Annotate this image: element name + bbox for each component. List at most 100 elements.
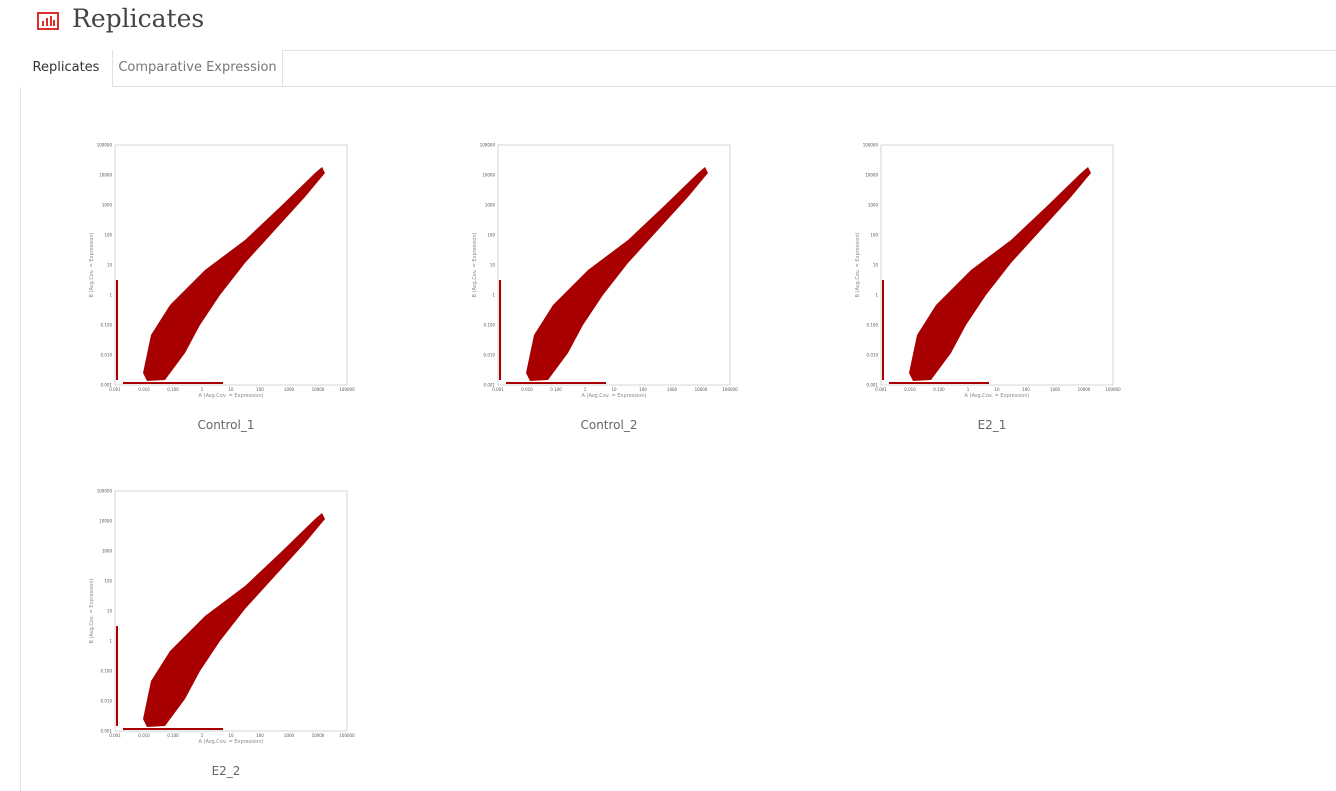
y-tick-label: 10000 xyxy=(99,519,112,524)
scatter-plot: 100000 10000 1000 100 10 1 0.100 0.010 0.0010.00… xyxy=(855,143,1121,433)
page-title: Replicates xyxy=(72,4,205,33)
y-tick-label: 10000 xyxy=(482,173,495,178)
x-tick-label: 0.100 xyxy=(167,387,179,392)
divider xyxy=(20,86,1336,87)
x-tick-label: 10 xyxy=(228,733,234,738)
y-tick-label: 1 xyxy=(109,293,112,298)
x-tick-label: 1000 xyxy=(1050,387,1061,392)
y-tick-label: 1 xyxy=(492,293,495,298)
y-tick-label: 100000 xyxy=(863,143,879,148)
x-tick-label: 10 xyxy=(611,387,617,392)
x-tick-label: 100 xyxy=(256,733,264,738)
x-tick-label: 100000 xyxy=(1105,387,1121,392)
divider xyxy=(20,50,1336,51)
y-tick-label: 10 xyxy=(107,609,113,614)
y-tick-label: 0.001 xyxy=(484,383,496,388)
y-tick-label: 1000 xyxy=(102,549,113,554)
x-tick-label: 100 xyxy=(639,387,647,392)
x-tick-label: 10000 xyxy=(312,387,325,392)
y-axis-label: B (Avg.Cov. = Expression) xyxy=(89,232,95,297)
scatter-cloud xyxy=(526,167,708,381)
tab[interactable]: Comparative Expression xyxy=(113,50,283,86)
scatter-strip xyxy=(499,280,501,380)
x-tick-label: 100000 xyxy=(722,387,738,392)
x-tick-label: 100000 xyxy=(339,387,355,392)
plot-caption: E2_2 xyxy=(212,764,241,778)
x-axis-label: A (Avg.Cov. = Expression) xyxy=(965,393,1030,399)
y-tick-label: 1000 xyxy=(868,203,879,208)
y-tick-label: 1000 xyxy=(102,203,113,208)
y-tick-label: 0.010 xyxy=(101,699,113,704)
y-axis-label: B (Avg.Cov. = Expression) xyxy=(472,232,478,297)
x-axis-label: A (Avg.Cov. = Expression) xyxy=(199,739,264,745)
x-tick-label: 0.001 xyxy=(492,387,504,392)
x-tick-label: 0.010 xyxy=(904,387,916,392)
y-tick-label: 0.100 xyxy=(484,323,496,328)
scatter-plot: 100000 10000 1000 100 10 1 0.100 0.010 0.0010.00… xyxy=(89,489,355,779)
x-tick-label: 0.100 xyxy=(933,387,945,392)
x-tick-label: 1 xyxy=(584,387,587,392)
x-tick-label: 100 xyxy=(256,387,264,392)
y-tick-label: 0.100 xyxy=(101,323,113,328)
x-tick-label: 0.100 xyxy=(167,733,179,738)
x-tick-label: 10000 xyxy=(1078,387,1091,392)
scatter-strip xyxy=(889,382,989,384)
x-tick-label: 1 xyxy=(967,387,970,392)
x-tick-label: 0.001 xyxy=(109,733,121,738)
x-tick-label: 1000 xyxy=(667,387,678,392)
x-tick-label: 1 xyxy=(201,733,204,738)
y-tick-label: 10 xyxy=(873,263,879,268)
x-tick-label: 0.010 xyxy=(138,387,150,392)
x-tick-label: 100 xyxy=(1022,387,1030,392)
plot-caption: Control_1 xyxy=(197,418,254,432)
scatter-strip xyxy=(506,382,606,384)
y-axis-label: B (Avg.Cov. = Expression) xyxy=(89,578,95,643)
scatter-strip xyxy=(116,280,118,380)
y-tick-label: 100 xyxy=(870,233,878,238)
y-tick-label: 1 xyxy=(875,293,878,298)
y-tick-label: 100 xyxy=(104,579,112,584)
scatter-cloud xyxy=(143,513,325,727)
y-tick-label: 10000 xyxy=(99,173,112,178)
x-tick-label: 1000 xyxy=(284,733,295,738)
scatter-cloud xyxy=(143,167,325,381)
y-tick-label: 10000 xyxy=(865,173,878,178)
x-tick-label: 1000 xyxy=(284,387,295,392)
scatter-plot: 100000 10000 1000 100 10 1 0.100 0.010 0.0010.00… xyxy=(89,143,355,433)
x-tick-label: 0.010 xyxy=(521,387,533,392)
plot-caption: E2_1 xyxy=(978,418,1007,432)
y-tick-label: 100000 xyxy=(480,143,496,148)
tab[interactable]: Replicates xyxy=(20,50,113,87)
x-axis-label: A (Avg.Cov. = Expression) xyxy=(582,393,647,399)
y-tick-label: 100 xyxy=(104,233,112,238)
y-tick-label: 10 xyxy=(490,263,496,268)
y-tick-label: 0.010 xyxy=(867,353,879,358)
y-tick-label: 0.001 xyxy=(101,383,113,388)
y-tick-label: 0.001 xyxy=(101,729,113,734)
y-tick-label: 100000 xyxy=(97,489,113,494)
y-tick-label: 0.010 xyxy=(484,353,496,358)
x-tick-label: 10 xyxy=(994,387,1000,392)
x-tick-label: 0.001 xyxy=(875,387,887,392)
y-tick-label: 0.100 xyxy=(101,669,113,674)
y-tick-label: 0.001 xyxy=(867,383,879,388)
x-axis-label: A (Avg.Cov. = Expression) xyxy=(199,393,264,399)
y-tick-label: 100 xyxy=(487,233,495,238)
scatter-strip xyxy=(116,626,118,726)
x-tick-label: 100000 xyxy=(339,733,355,738)
x-tick-label: 0.010 xyxy=(138,733,150,738)
y-tick-label: 100000 xyxy=(97,143,113,148)
scatter-plot: 100000 10000 1000 100 10 1 0.100 0.010 0.0010.00… xyxy=(472,143,738,433)
y-axis-label: B (Avg.Cov. = Expression) xyxy=(855,232,861,297)
y-tick-label: 0.010 xyxy=(101,353,113,358)
x-tick-label: 1 xyxy=(201,387,204,392)
y-tick-label: 1 xyxy=(109,639,112,644)
chart-icon xyxy=(37,12,59,30)
x-tick-label: 0.001 xyxy=(109,387,121,392)
scatter-strip xyxy=(123,382,223,384)
scatter-strip xyxy=(882,280,884,380)
scatter-cloud xyxy=(909,167,1091,381)
x-tick-label: 10000 xyxy=(312,733,325,738)
